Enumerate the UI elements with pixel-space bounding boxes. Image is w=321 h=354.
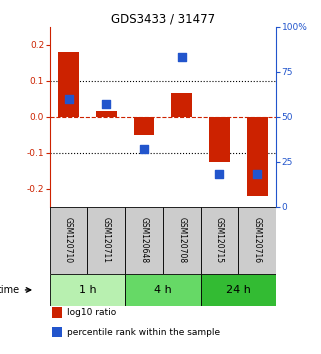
Title: GDS3433 / 31477: GDS3433 / 31477: [111, 12, 215, 25]
Text: 1 h: 1 h: [79, 285, 96, 295]
Text: 4 h: 4 h: [154, 285, 172, 295]
Point: [66, 96, 71, 101]
Bar: [96, 111, 117, 116]
Bar: [125, 206, 163, 274]
Bar: [209, 116, 230, 161]
Bar: [58, 52, 79, 116]
Bar: [238, 206, 276, 274]
Bar: [134, 116, 154, 135]
Bar: [171, 93, 192, 116]
Text: time: time: [0, 285, 20, 295]
Text: GSM120710: GSM120710: [64, 217, 73, 263]
Text: GSM120711: GSM120711: [102, 217, 111, 263]
Bar: [50, 274, 125, 306]
Bar: [52, 327, 62, 337]
Bar: [52, 307, 62, 318]
Text: GSM120715: GSM120715: [215, 217, 224, 263]
Text: log10 ratio: log10 ratio: [67, 308, 116, 317]
Text: GSM120708: GSM120708: [177, 217, 186, 263]
Point: [255, 171, 260, 177]
Point: [217, 171, 222, 177]
Bar: [163, 206, 201, 274]
Point: [142, 146, 147, 152]
Bar: [87, 206, 125, 274]
Text: 24 h: 24 h: [226, 285, 251, 295]
Text: GSM120648: GSM120648: [140, 217, 149, 263]
Bar: [201, 206, 238, 274]
Text: GSM120716: GSM120716: [253, 217, 262, 263]
Bar: [247, 116, 268, 196]
Bar: [125, 274, 201, 306]
Bar: [50, 206, 87, 274]
Bar: [201, 274, 276, 306]
Point: [104, 101, 109, 107]
Text: percentile rank within the sample: percentile rank within the sample: [67, 328, 220, 337]
Point: [179, 54, 184, 60]
